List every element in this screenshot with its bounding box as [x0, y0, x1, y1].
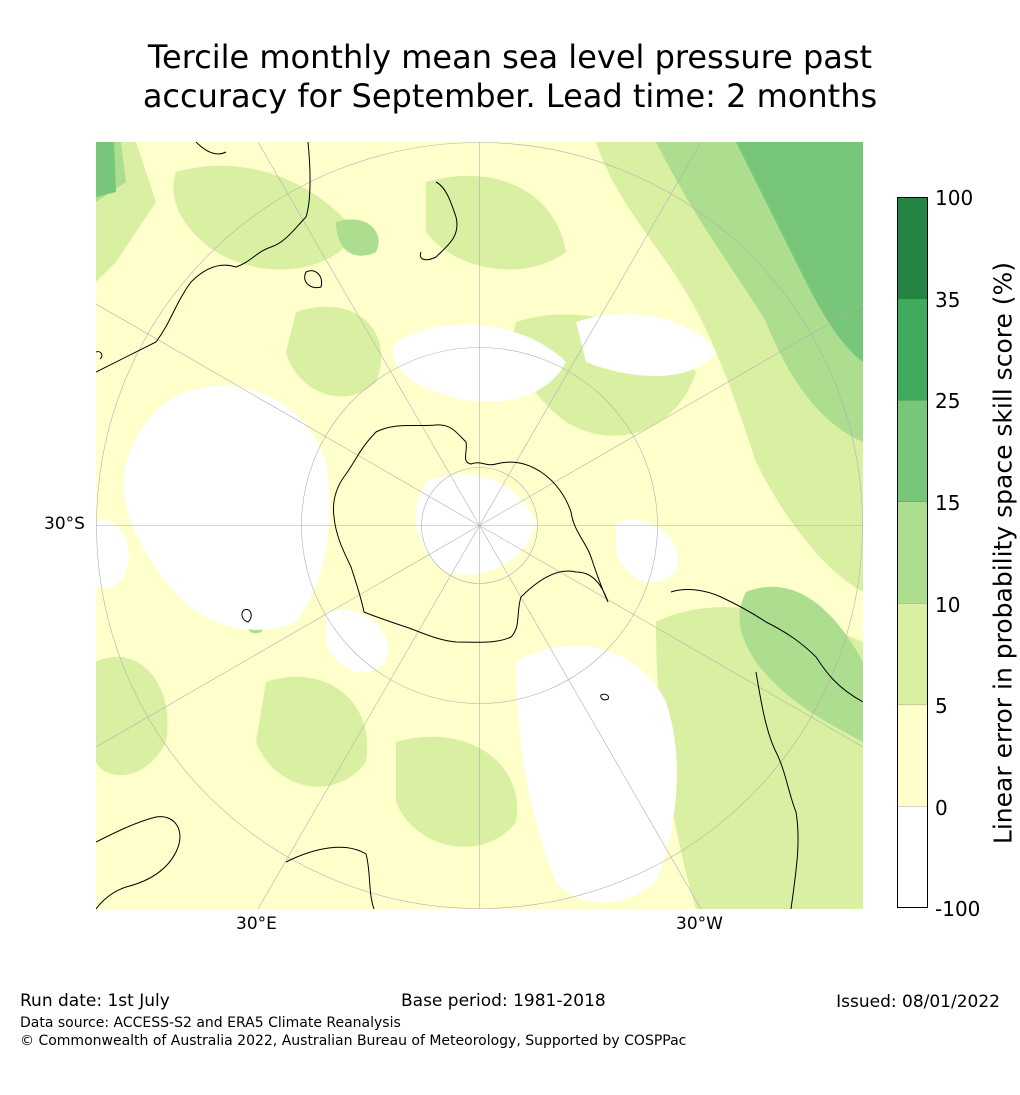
colorbar-tick-15: 15 [935, 491, 961, 515]
africa-coast [96, 816, 375, 909]
colorbar-tick-minus-100: -100 [935, 897, 981, 921]
lon-label-30w: 30°W [676, 914, 723, 934]
colorbar [897, 197, 928, 908]
colorbar-bin [897, 298, 928, 401]
colorbar-tick-100: 100 [935, 186, 974, 210]
title-line-1: Tercile monthly mean sea level pressure … [147, 38, 873, 76]
colorbar-tick-25: 25 [935, 389, 961, 413]
colorbar-tick-10: 10 [935, 593, 961, 617]
lat-label-30s: 30°S [44, 514, 85, 534]
issued-date: Issued: 08/01/2022 [836, 992, 1000, 1012]
copyright: © Commonwealth of Australia 2022, Austra… [20, 1033, 687, 1049]
run-date: Run date: 1st July [20, 991, 170, 1011]
chart-title: Tercile monthly mean sea level pressure … [0, 38, 1020, 116]
skill-below-0-regions [96, 313, 716, 903]
madagascar-coast [241, 608, 252, 623]
australia-coast [96, 142, 311, 373]
colorbar-bin [897, 501, 928, 604]
colorbar-bin [897, 603, 928, 706]
colorbar-tick-0: 0 [935, 796, 948, 820]
antarctica-coast [333, 424, 609, 643]
colorbar-bin [897, 704, 928, 807]
colorbar-bin [897, 400, 928, 503]
graticule [96, 142, 863, 909]
falklands-coast [600, 693, 609, 701]
colorbar-title: Linear error in probability space skill … [988, 261, 1018, 845]
tasmania-coast [304, 270, 323, 289]
title-line-2: accuracy for September. Lead time: 2 mon… [142, 77, 878, 115]
new-zealand-coast [419, 181, 458, 261]
base-period: Base period: 1981-2018 [401, 991, 606, 1011]
south-america-coast [670, 589, 863, 909]
coastlines [96, 142, 863, 909]
colorbar-bin [897, 806, 928, 908]
lon-label-30e: 30°E [236, 914, 277, 934]
colorbar-tick-5: 5 [935, 694, 948, 718]
polar-map [96, 142, 863, 909]
skill-15-25-regions [96, 142, 863, 362]
data-source: Data source: ACCESS-S2 and ERA5 Climate … [20, 1015, 401, 1031]
colorbar-bin [897, 197, 928, 300]
colorbar-tick-35: 35 [935, 288, 961, 312]
